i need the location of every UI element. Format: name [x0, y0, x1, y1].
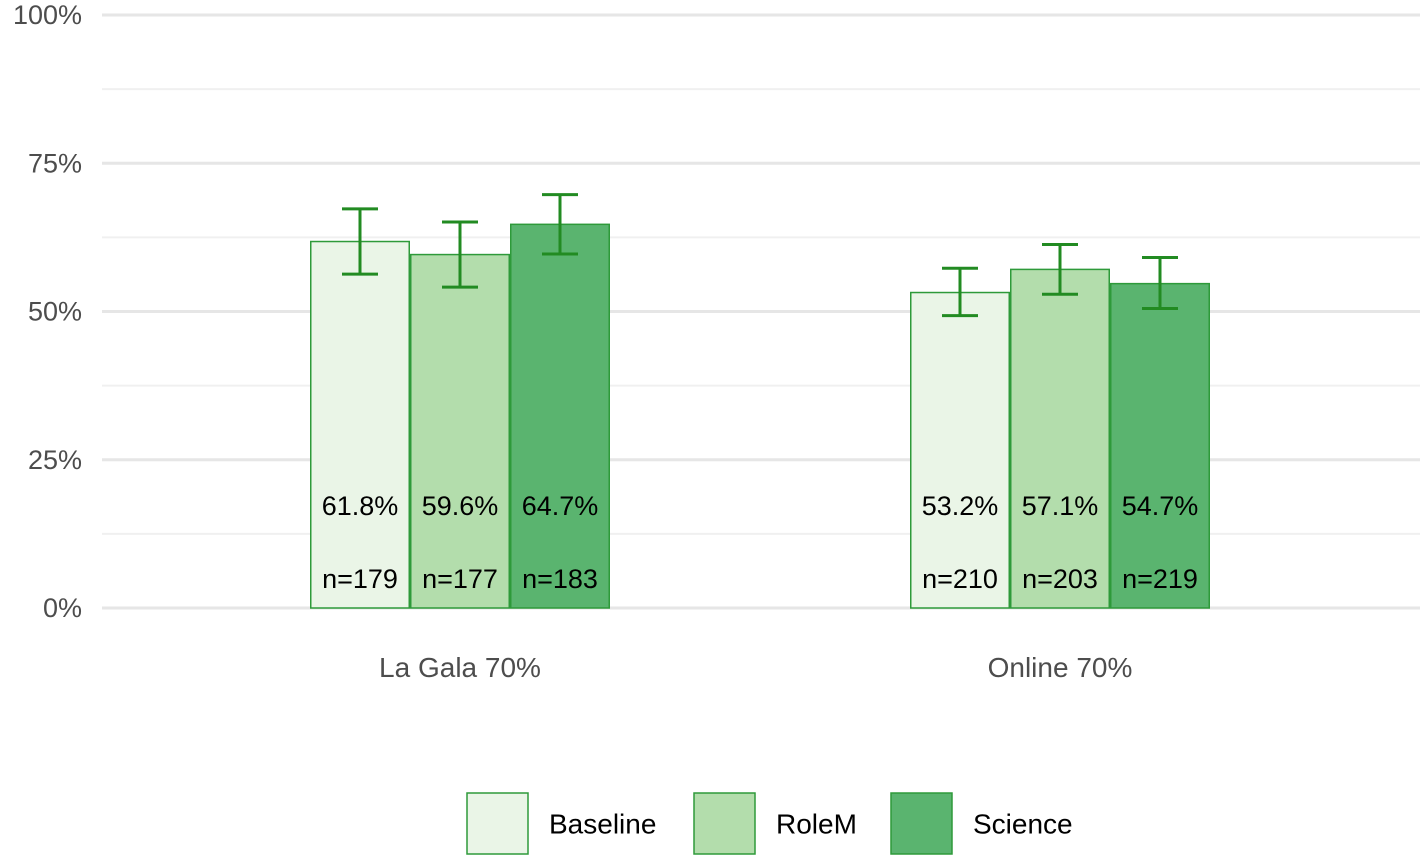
- bar-value-label: 53.2%: [922, 491, 999, 521]
- bar-n-label: n=179: [322, 564, 398, 594]
- legend: Baseline RoleM Science: [466, 792, 1073, 855]
- bar-n-label: n=183: [522, 564, 598, 594]
- error-bar: [942, 266, 978, 318]
- error-bar: [442, 220, 478, 289]
- bar-rolem-2: [1010, 268, 1110, 609]
- y-axis-tick-labels: 0% 25% 50% 75% 100%: [13, 0, 82, 623]
- y-tick-label: 0%: [43, 593, 82, 623]
- legend-swatch: [890, 792, 953, 855]
- error-bar: [542, 193, 578, 256]
- error-bar: [1142, 256, 1178, 311]
- bar-value-label: 54.7%: [1122, 491, 1199, 521]
- legend-item-baseline: Baseline: [466, 792, 656, 855]
- bar-n-label: n=219: [1122, 564, 1198, 594]
- x-category-label: Online 70%: [988, 652, 1133, 683]
- bar-value-labels: 61.8% n=179 59.6% n=177 64.7% n=183 53.2% n=210…: [322, 491, 1199, 594]
- legend-label: RoleM: [776, 809, 857, 840]
- bar-value-label: 57.1%: [1022, 491, 1099, 521]
- bar-value-label: 59.6%: [422, 491, 499, 521]
- bar-n-label: n=203: [1022, 564, 1098, 594]
- y-tick-label: 25%: [28, 445, 82, 475]
- x-category-label: La Gala 70%: [379, 652, 541, 683]
- bar-baseline-2: [910, 291, 1010, 609]
- bars: [310, 223, 1210, 609]
- bar-science-1: [510, 223, 610, 609]
- y-tick-label: 75%: [28, 148, 82, 178]
- bar-rolem-1: [410, 253, 510, 609]
- legend-label: Baseline: [549, 809, 656, 840]
- bar-science-2: [1110, 282, 1210, 609]
- legend-item-science: Science: [890, 792, 1073, 855]
- error-bar: [342, 207, 378, 276]
- legend-swatch: [693, 792, 756, 855]
- x-axis-category-labels: La Gala 70% Online 70%: [379, 652, 1132, 683]
- error-bar: [1042, 242, 1078, 296]
- legend-label: Science: [973, 809, 1073, 840]
- y-tick-label: 50%: [28, 297, 82, 327]
- bar-baseline-1: [310, 240, 410, 609]
- grid-lines: [102, 13, 1420, 610]
- legend-item-rolem: RoleM: [693, 792, 857, 855]
- bar-n-label: n=177: [422, 564, 498, 594]
- bar-value-label: 64.7%: [522, 491, 599, 521]
- bar-n-label: n=210: [922, 564, 998, 594]
- y-tick-label: 100%: [13, 0, 82, 30]
- legend-swatch: [466, 792, 529, 855]
- bar-value-label: 61.8%: [322, 491, 399, 521]
- error-bars: [342, 193, 1178, 318]
